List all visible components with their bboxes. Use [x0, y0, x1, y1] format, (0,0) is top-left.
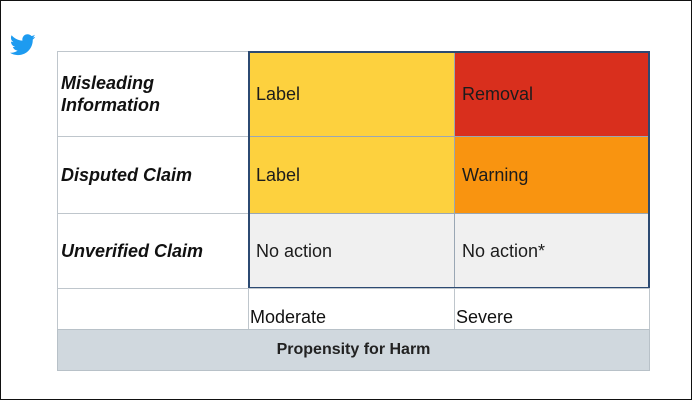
policy-matrix: Misleading Information Label Removal Dis…	[57, 51, 650, 371]
column-label-text: Moderate	[250, 307, 327, 327]
row-label-line1: Misleading	[61, 73, 155, 93]
cell-text: Label	[256, 83, 301, 104]
axis-label: Propensity for Harm	[57, 329, 650, 371]
axis-label-text: Propensity for Harm	[276, 341, 431, 358]
cell-unverified-moderate: No action	[248, 213, 455, 289]
row-label-disputed-claim: Disputed Claim	[57, 136, 249, 214]
row-label-line2: Information	[61, 95, 160, 115]
severity-empty-cell	[57, 288, 249, 330]
twitter-bird-icon	[10, 34, 36, 56]
column-label-moderate: Moderate	[248, 288, 455, 330]
column-label-severe: Severe	[454, 288, 650, 330]
cell-text: Label	[256, 164, 301, 185]
row-label-text: Disputed Claim	[61, 165, 193, 185]
row-label-misleading-information: Misleading Information	[57, 51, 249, 137]
cell-text: No action*	[462, 240, 546, 261]
cell-disputed-severe: Warning	[454, 136, 650, 214]
column-label-text: Severe	[456, 307, 514, 327]
column-divider	[454, 51, 455, 289]
cell-unverified-severe: No action*	[454, 213, 650, 289]
row-label-text: Unverified Claim	[61, 241, 204, 261]
row-divider	[248, 213, 650, 214]
cell-text: Removal	[462, 83, 534, 104]
row-divider	[248, 136, 650, 137]
cell-misleading-moderate: Label	[248, 51, 455, 137]
cell-text: Warning	[462, 164, 529, 185]
cell-text: No action	[256, 240, 333, 261]
cell-misleading-severe: Removal	[454, 51, 650, 137]
cell-disputed-moderate: Label	[248, 136, 455, 214]
row-label-unverified-claim: Unverified Claim	[57, 213, 249, 289]
